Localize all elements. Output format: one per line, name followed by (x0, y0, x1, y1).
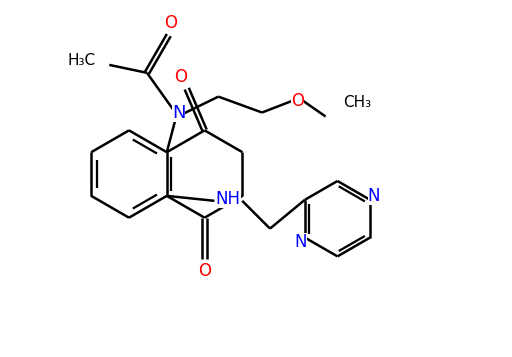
Text: O: O (291, 92, 304, 110)
Text: O: O (164, 14, 177, 32)
Text: N: N (368, 187, 380, 205)
Text: N: N (294, 232, 307, 251)
Text: H₃C: H₃C (67, 54, 95, 69)
Text: NH: NH (216, 190, 241, 208)
Text: CH₃: CH₃ (344, 95, 372, 110)
Text: O: O (174, 68, 187, 86)
Text: N: N (172, 104, 185, 121)
Text: O: O (198, 262, 211, 280)
